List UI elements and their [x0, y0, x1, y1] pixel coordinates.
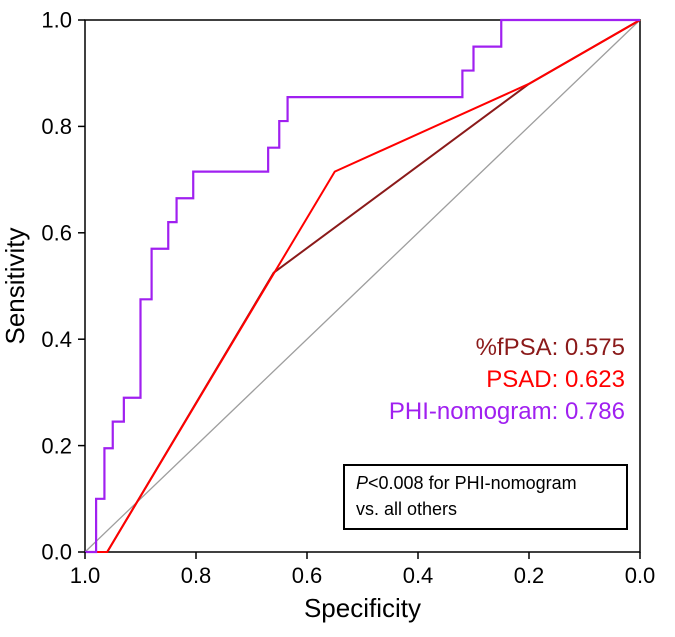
x-tick-label: 0.6 [292, 563, 323, 588]
y-tick-label: 0.0 [41, 540, 72, 565]
roc-chart: 1.0 0.8 0.6 0.4 0.2 0.0 0.0 0.2 0.4 0.6 0.8 1.0 Sp… [0, 0, 675, 637]
x-tick-label: 1.0 [70, 563, 101, 588]
legend-entry: PHI-nomogram: 0.786 [389, 398, 625, 425]
y-tick-label: 0.8 [41, 114, 72, 139]
y-tick-label: 0.4 [41, 327, 72, 352]
legend-entry: PSAD: 0.623 [486, 366, 625, 393]
x-axis-ticks: 1.0 0.8 0.6 0.4 0.2 0.0 [70, 552, 656, 588]
x-axis-title: Specificity [304, 593, 421, 623]
y-axis-ticks: 0.0 0.2 0.4 0.6 0.8 1.0 [41, 8, 85, 565]
legend: %fPSA: 0.575 PSAD: 0.623 PHI-nomogram: 0.7… [389, 334, 625, 425]
x-tick-label: 0.2 [514, 563, 545, 588]
x-tick-label: 0.0 [625, 563, 656, 588]
note-line-2: vs. all others [356, 499, 457, 519]
x-tick-label: 0.4 [403, 563, 434, 588]
y-tick-label: 0.2 [41, 433, 72, 458]
y-axis-title: Sensitivity [0, 227, 30, 344]
legend-entry: %fPSA: 0.575 [476, 334, 625, 361]
x-tick-label: 0.8 [181, 563, 212, 588]
chart-svg: 1.0 0.8 0.6 0.4 0.2 0.0 0.0 0.2 0.4 0.6 0.8 1.0 Sp… [0, 0, 675, 637]
y-tick-label: 0.6 [41, 221, 72, 246]
y-tick-label: 1.0 [41, 8, 72, 33]
significance-note: P<0.008 for PHI-nomogram vs. all others [344, 465, 627, 529]
note-line-1: P<0.008 for PHI-nomogram [356, 473, 577, 493]
